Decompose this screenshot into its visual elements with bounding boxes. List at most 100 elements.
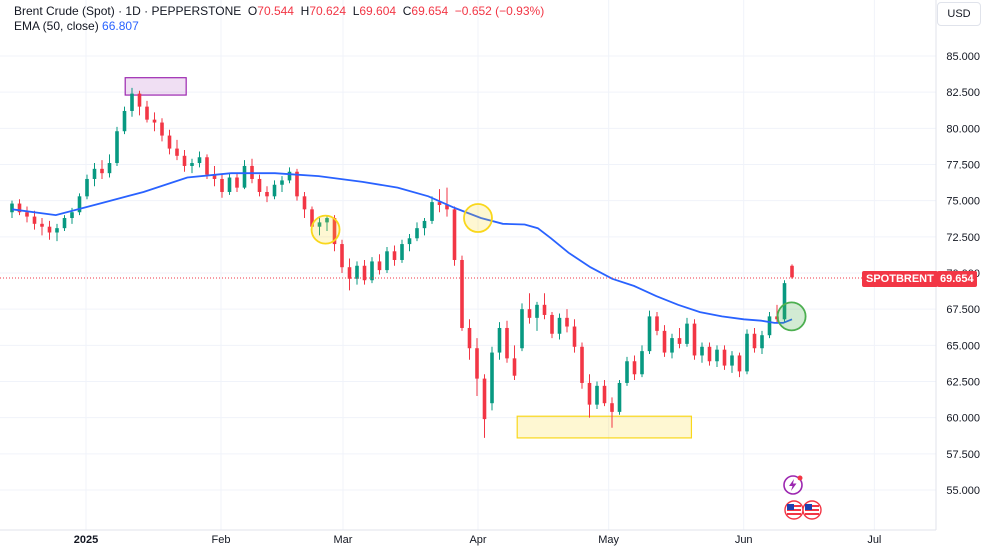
candle-body xyxy=(40,223,44,227)
candle-body xyxy=(647,316,652,352)
candle xyxy=(542,293,547,320)
close-value: 69.654 xyxy=(411,4,449,18)
candle-body xyxy=(122,110,127,132)
currency-button[interactable]: USD xyxy=(937,2,981,26)
candle-body xyxy=(205,157,209,175)
time-axis[interactable]: 2025 Feb Mar Apr May Jun Jul xyxy=(74,534,882,546)
ema-label[interactable]: EMA (50, close) xyxy=(14,19,99,33)
candle xyxy=(392,245,397,266)
price-tick-label: 60.000 xyxy=(946,413,980,425)
candle-body xyxy=(505,327,509,359)
candle xyxy=(445,187,449,217)
candle xyxy=(317,216,322,236)
candle-body xyxy=(212,174,217,179)
us-flag-icon[interactable] xyxy=(784,500,804,520)
candle xyxy=(692,319,697,360)
candle-body xyxy=(497,327,502,353)
highlight-zone[interactable] xyxy=(124,77,187,96)
candle xyxy=(250,158,254,184)
candle-body xyxy=(602,385,607,404)
candle xyxy=(377,254,382,275)
candle xyxy=(107,154,112,178)
separator-dot: · xyxy=(144,4,149,18)
candle-body xyxy=(595,385,599,405)
candle-body xyxy=(370,261,374,281)
candle xyxy=(760,330,764,355)
ema-row: EMA (50, close) 66.807 xyxy=(14,19,544,34)
candle xyxy=(595,381,599,409)
candle-body xyxy=(152,119,157,123)
change-value: −0.652 (−0.93%) xyxy=(454,4,545,18)
candle-body xyxy=(310,209,314,227)
price-tick-label: 77.500 xyxy=(946,160,980,172)
candle-body xyxy=(55,228,59,233)
price-tick-label: 85.000 xyxy=(946,51,980,63)
candle xyxy=(55,223,59,242)
candle-body xyxy=(692,323,697,356)
interval[interactable]: 1D xyxy=(125,4,141,18)
candle xyxy=(115,126,119,166)
candle xyxy=(737,352,742,378)
candle-body xyxy=(355,265,359,279)
candle-body xyxy=(325,218,329,223)
time-tick-label: Feb xyxy=(212,534,231,546)
close-label: C xyxy=(402,4,412,18)
price-tick-label: 67.500 xyxy=(946,304,980,316)
candle xyxy=(370,257,374,284)
candle-body xyxy=(580,346,584,383)
candle xyxy=(602,380,607,407)
candle xyxy=(505,320,509,363)
marker-circle[interactable] xyxy=(463,203,493,233)
candle xyxy=(722,345,727,370)
us-flag-icon[interactable] xyxy=(802,500,822,520)
candle-body xyxy=(655,316,659,331)
candle xyxy=(550,312,554,339)
symbol-price-tag: SPOTBRENT xyxy=(862,271,938,287)
candle-body xyxy=(265,191,269,197)
candle-body xyxy=(617,382,622,412)
candle-body xyxy=(722,349,727,366)
price-axis[interactable]: 85.00082.50080.00077.50075.00072.50070.0… xyxy=(946,51,980,497)
candle xyxy=(625,356,629,386)
candle-body xyxy=(565,317,569,327)
candle xyxy=(670,333,674,359)
markers xyxy=(310,203,807,332)
price-tag-value: 69.654 xyxy=(940,273,974,285)
candle-body xyxy=(182,155,187,166)
low-label: L xyxy=(352,4,360,18)
highlight-zone[interactable] xyxy=(516,415,693,439)
candle xyxy=(145,100,149,123)
candle-body xyxy=(490,352,494,404)
candle-body xyxy=(17,203,22,213)
candle-body xyxy=(317,222,322,227)
lightning-icon[interactable] xyxy=(783,475,803,495)
ohlc-row: Brent Crude (Spot) · 1D · PEPPERSTONE O7… xyxy=(14,4,544,19)
symbol-name[interactable]: Brent Crude (Spot) xyxy=(14,4,115,18)
candle-body xyxy=(640,351,644,375)
candle xyxy=(535,301,539,331)
candle-body xyxy=(160,122,164,136)
marker-circle[interactable] xyxy=(310,214,341,245)
candle xyxy=(190,158,194,174)
candle xyxy=(47,220,52,240)
candle xyxy=(137,90,142,116)
candle-body xyxy=(467,327,472,349)
candle-body xyxy=(475,348,479,379)
candle-body xyxy=(85,178,89,197)
candle-body xyxy=(70,212,74,219)
candle xyxy=(40,218,44,236)
candle xyxy=(632,355,637,381)
candle-body xyxy=(512,358,517,376)
candle xyxy=(62,215,67,232)
candle-body xyxy=(430,202,434,221)
grid-lines xyxy=(0,0,936,530)
candle-body xyxy=(10,203,14,213)
marker-circle[interactable] xyxy=(776,301,807,332)
candle-body xyxy=(77,196,82,213)
candle-body xyxy=(625,361,629,383)
candle-body xyxy=(347,267,352,279)
candle xyxy=(782,280,787,323)
candle-body xyxy=(557,317,562,334)
candle xyxy=(302,191,307,219)
